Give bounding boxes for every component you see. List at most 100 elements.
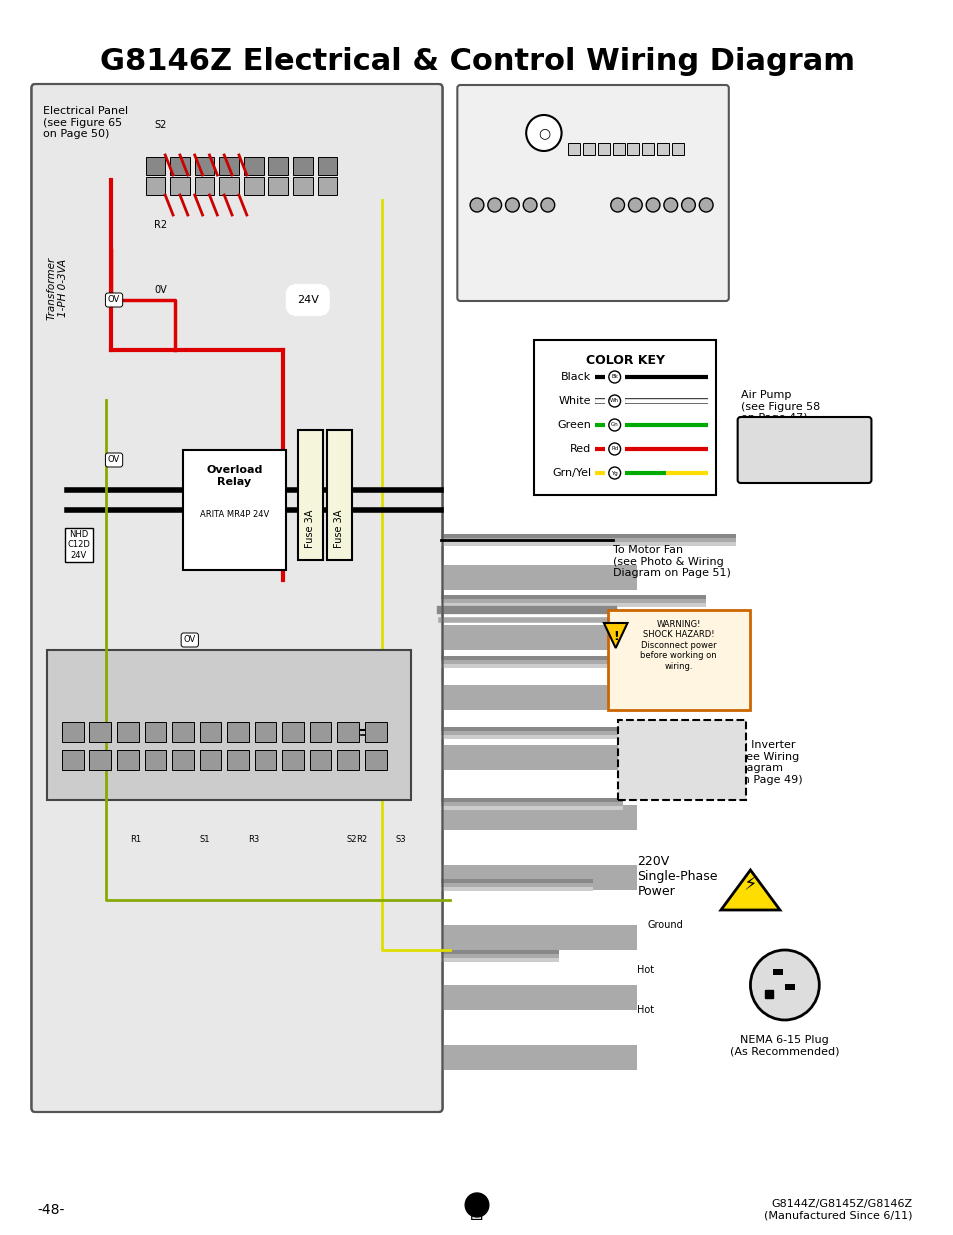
Circle shape (680, 198, 695, 212)
Text: Control Panel
(see Figure 63
on Page 50): Control Panel (see Figure 63 on Page 50) (468, 96, 547, 130)
Bar (90, 750, 111, 769)
Text: R1: R1 (130, 836, 141, 845)
Bar (254, 722, 276, 742)
Bar (297, 430, 322, 559)
Bar (219, 177, 238, 195)
Bar (440, 664, 676, 668)
Circle shape (645, 198, 659, 212)
Bar (117, 722, 138, 742)
Text: Transformer
1-PH 0-3VA: Transformer 1-PH 0-3VA (46, 257, 68, 320)
Circle shape (470, 198, 483, 212)
Bar (337, 750, 358, 769)
Bar (440, 542, 735, 546)
Bar (310, 750, 331, 769)
Bar (440, 595, 705, 599)
Text: Fuse 3A: Fuse 3A (334, 510, 344, 548)
Text: Grn/Yel: Grn/Yel (552, 468, 591, 478)
Bar (627, 143, 639, 156)
Text: Yg: Yg (611, 471, 618, 475)
FancyBboxPatch shape (737, 417, 870, 483)
Text: !: ! (612, 630, 618, 642)
Bar (534, 340, 716, 495)
FancyBboxPatch shape (31, 84, 442, 1112)
Text: Bk: Bk (611, 374, 618, 379)
Bar (310, 722, 331, 742)
Bar (183, 450, 286, 571)
Bar (117, 750, 138, 769)
Polygon shape (720, 869, 780, 910)
Bar (282, 750, 304, 769)
Bar (364, 750, 386, 769)
Bar (607, 610, 750, 710)
Bar (440, 656, 676, 659)
Bar (47, 650, 411, 800)
FancyBboxPatch shape (40, 112, 427, 1107)
Bar (440, 745, 637, 769)
Circle shape (505, 198, 518, 212)
Text: S2: S2 (347, 836, 357, 845)
Text: 🐻: 🐻 (470, 1200, 483, 1220)
Bar (772, 969, 782, 974)
Bar (440, 731, 646, 735)
Text: 0V: 0V (153, 285, 167, 295)
Text: Gn: Gn (610, 422, 618, 427)
Text: Rd: Rd (611, 447, 618, 452)
Bar (440, 802, 622, 806)
Text: WARNING!
SHOCK HAZARD!
Disconnect power
before working on
wiring.: WARNING! SHOCK HAZARD! Disconnect power … (639, 620, 717, 671)
Bar (440, 806, 622, 810)
Text: Air Pump
(see Figure 58
on Page 47): Air Pump (see Figure 58 on Page 47) (740, 390, 819, 424)
Bar (440, 953, 558, 958)
Text: G8144Z/G8145Z/G8146Z
(Manufactured Since 6/11): G8144Z/G8145Z/G8146Z (Manufactured Since… (763, 1199, 912, 1221)
Circle shape (487, 198, 501, 212)
Polygon shape (603, 622, 627, 648)
Text: ARITA MR4P 24V: ARITA MR4P 24V (200, 510, 269, 519)
Text: OV: OV (108, 295, 120, 305)
Text: Red: Red (569, 445, 591, 454)
Bar (199, 750, 221, 769)
Text: Electrical Panel
(see Figure 65
on Page 50): Electrical Panel (see Figure 65 on Page … (43, 106, 129, 140)
Circle shape (750, 950, 819, 1020)
Bar (440, 659, 676, 664)
Text: To Motor Fan
(see Photo & Wiring
Diagram on Page 51): To Motor Fan (see Photo & Wiring Diagram… (612, 545, 730, 578)
Bar (172, 750, 193, 769)
Bar (440, 735, 646, 739)
Bar (317, 157, 337, 175)
Bar (194, 177, 214, 195)
Text: Hot: Hot (637, 965, 654, 974)
Bar (612, 143, 624, 156)
Bar (244, 157, 263, 175)
Bar (90, 722, 111, 742)
Bar (254, 750, 276, 769)
Text: Fuse 3A: Fuse 3A (304, 510, 314, 548)
Bar (440, 879, 593, 883)
Bar (440, 685, 637, 710)
Bar (194, 157, 214, 175)
Text: Green: Green (557, 420, 591, 430)
Text: ○: ○ (537, 126, 549, 140)
Bar (282, 722, 304, 742)
Bar (364, 722, 386, 742)
Text: OV: OV (108, 456, 120, 464)
Bar (145, 722, 166, 742)
Text: White: White (558, 396, 591, 406)
Text: -48-: -48- (37, 1203, 65, 1216)
Bar (227, 750, 249, 769)
Circle shape (608, 443, 620, 454)
Text: NHD
C12D
24V: NHD C12D 24V (67, 530, 90, 559)
Bar (146, 177, 165, 195)
Bar (219, 157, 238, 175)
Bar (657, 143, 668, 156)
Bar (146, 157, 165, 175)
Bar (440, 883, 593, 887)
Circle shape (628, 198, 641, 212)
Bar (170, 157, 190, 175)
Text: Hot: Hot (637, 1005, 654, 1015)
Circle shape (608, 395, 620, 408)
Text: ⚡: ⚡ (742, 876, 757, 894)
Text: 24V: 24V (296, 295, 318, 305)
Bar (440, 864, 637, 890)
Bar (641, 143, 654, 156)
Circle shape (465, 1193, 488, 1216)
Bar (62, 722, 84, 742)
Bar (440, 538, 735, 542)
